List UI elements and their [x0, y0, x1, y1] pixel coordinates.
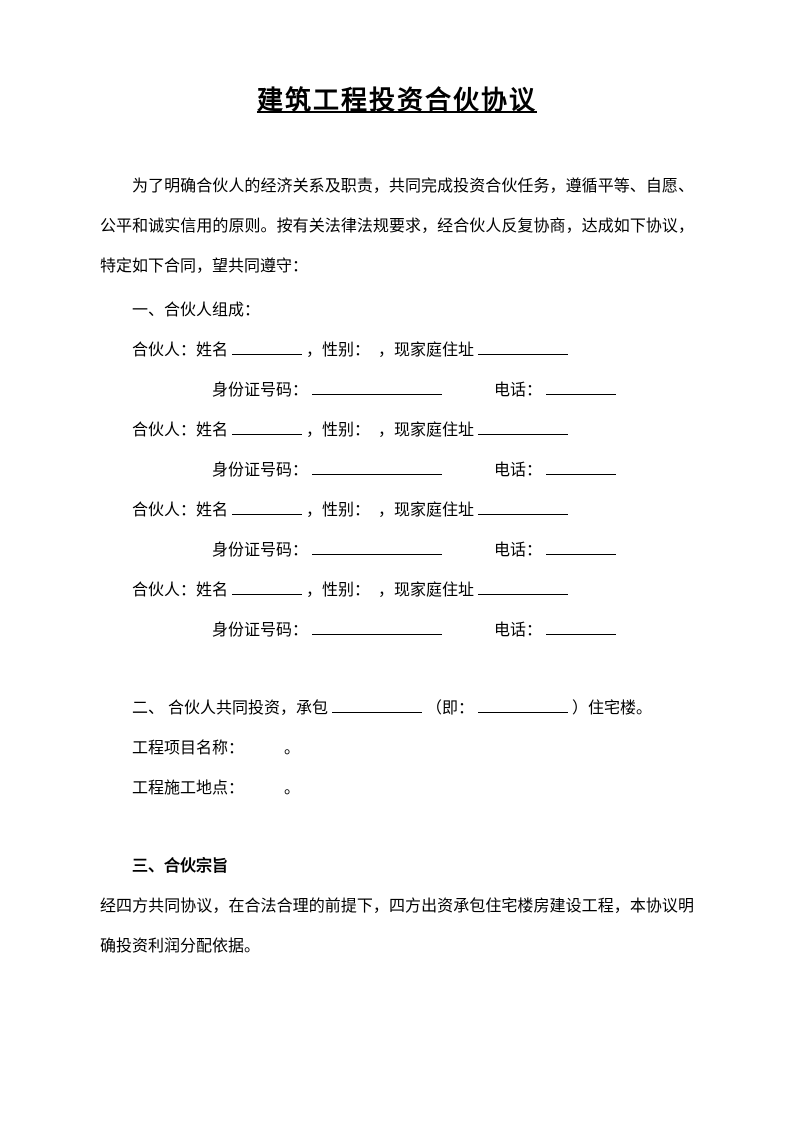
blank-name [232, 336, 302, 355]
project-name-label: 工程项目名称： [132, 740, 236, 757]
address-label: ，现家庭住址 [378, 422, 474, 439]
phone-label: 电话： [494, 622, 542, 639]
blank-name [232, 496, 302, 515]
partner-id-row: 身份证号码： 电话： [100, 451, 694, 491]
partner-row: 合伙人：姓名 ，性别： ，现家庭住址 [100, 571, 694, 611]
period: 。 [284, 780, 300, 797]
intro-paragraph: 为了明确合伙人的经济关系及职责，共同完成投资合伙任务，遵循平等、自愿、公平和诚实… [100, 167, 694, 287]
gender-label: ，性别： [306, 342, 362, 359]
partner-name-label: 合伙人：姓名 [132, 502, 228, 519]
partner-name-label: 合伙人：姓名 [132, 582, 228, 599]
section3-header: 三、合伙宗旨 [100, 847, 694, 887]
blank-phone [546, 456, 616, 475]
gender-label: ，性别： [306, 582, 362, 599]
section2-line1: 二、 合伙人共同投资，承包 （即： ）住宅楼。 [100, 689, 694, 729]
address-label: ，现家庭住址 [378, 582, 474, 599]
blank-id [312, 536, 442, 555]
partner-name-label: 合伙人：姓名 [132, 342, 228, 359]
blank-ie [478, 694, 568, 713]
id-label: 身份证号码： [212, 382, 308, 399]
blank-address [478, 336, 568, 355]
blank-id [312, 456, 442, 475]
id-label: 身份证号码： [212, 542, 308, 559]
partner-row: 合伙人：姓名 ，性别： ，现家庭住址 [100, 331, 694, 371]
project-loc-label: 工程施工地点： [132, 780, 236, 797]
blank-id [312, 616, 442, 635]
document-body: 为了明确合伙人的经济关系及职责，共同完成投资合伙任务，遵循平等、自愿、公平和诚实… [100, 167, 694, 967]
id-label: 身份证号码： [212, 462, 308, 479]
gender-label: ，性别： [306, 502, 362, 519]
blank-address [478, 416, 568, 435]
blank-name [232, 416, 302, 435]
phone-label: 电话： [494, 542, 542, 559]
partner-id-row: 身份证号码： 电话： [100, 611, 694, 651]
blank-address [478, 496, 568, 515]
section2-text-c: ）住宅楼。 [572, 700, 652, 717]
partner-id-row: 身份证号码： 电话： [100, 371, 694, 411]
section2-text-b: （即： [426, 700, 474, 717]
gender-label: ，性别： [306, 422, 362, 439]
id-label: 身份证号码： [212, 622, 308, 639]
partner-row: 合伙人：姓名 ，性别： ，现家庭住址 [100, 411, 694, 451]
address-label: ，现家庭住址 [378, 342, 474, 359]
blank-phone [546, 536, 616, 555]
project-name-line: 工程项目名称： 。 [100, 729, 694, 769]
blank-phone [546, 376, 616, 395]
blank-phone [546, 616, 616, 635]
phone-label: 电话： [494, 382, 542, 399]
partner-row: 合伙人：姓名 ，性别： ，现家庭住址 [100, 491, 694, 531]
blank-name [232, 576, 302, 595]
section2-text-a: 二、 合伙人共同投资，承包 [132, 700, 328, 717]
period: 。 [284, 740, 300, 757]
project-loc-line: 工程施工地点： 。 [100, 769, 694, 809]
blank-contract [332, 694, 422, 713]
section1-header: 一、合伙人组成： [100, 291, 694, 331]
section3-body: 经四方共同协议，在合法合理的前提下，四方出资承包住宅楼房建设工程，本协议明确投资… [100, 887, 694, 967]
address-label: ，现家庭住址 [378, 502, 474, 519]
partner-id-row: 身份证号码： 电话： [100, 531, 694, 571]
partner-name-label: 合伙人：姓名 [132, 422, 228, 439]
blank-address [478, 576, 568, 595]
blank-id [312, 376, 442, 395]
document-title: 建筑工程投资合伙协议 [100, 80, 694, 117]
phone-label: 电话： [494, 462, 542, 479]
